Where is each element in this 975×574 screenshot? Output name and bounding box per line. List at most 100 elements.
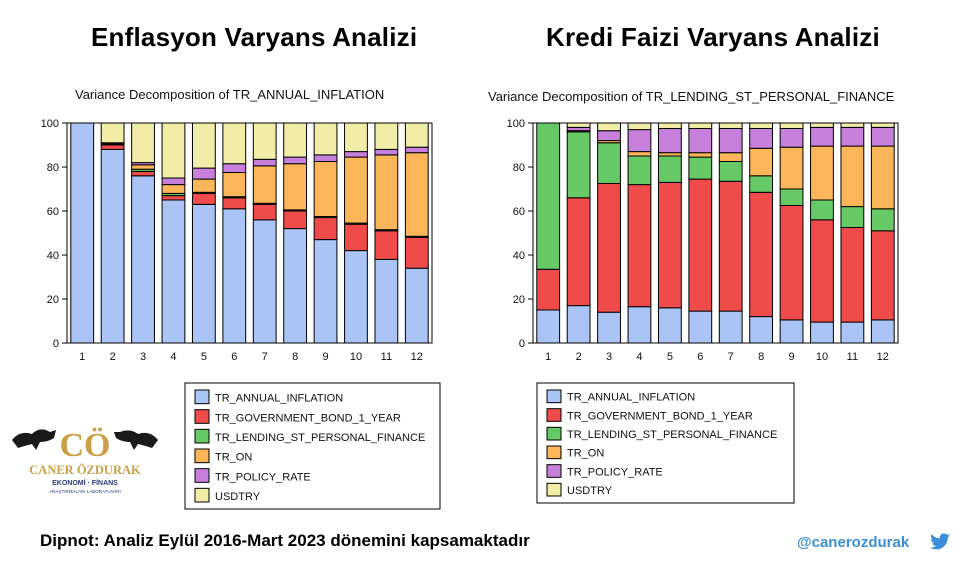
- x-tick-label: 3: [140, 351, 146, 363]
- bar-segment-tr-government-bond-1-year-9: [779, 205, 804, 321]
- bar-segment-usdtry-10: [810, 122, 834, 128]
- legend-swatch-usdtry: [546, 482, 562, 497]
- bar-segment-tr-government-bond-1-year-7: [252, 203, 277, 221]
- y-tick-label: 20: [47, 294, 59, 306]
- y-tick-label: 60: [513, 206, 525, 218]
- bar-segment-tr-government-bond-1-year-5: [657, 181, 682, 309]
- bar-segment-tr-government-bond-1-year-12: [404, 236, 429, 269]
- legend-label-tr-lending-st-personal-finance: TR_LENDING_ST_PERSONAL_FINANCE: [567, 429, 777, 441]
- bar-segment-tr-annual-inflation-4: [161, 199, 186, 344]
- y-tick-label: 40: [513, 250, 525, 262]
- bar-segment-tr-government-bond-1-year-3: [131, 170, 155, 177]
- legend-label-tr-on: TR_ON: [567, 448, 604, 460]
- y-tick-label: 0: [519, 338, 525, 350]
- x-tick-label: 1: [79, 351, 85, 363]
- x-tick-label: 4: [170, 351, 176, 363]
- plot-area: [66, 122, 433, 344]
- x-tick-label: 2: [576, 351, 582, 363]
- bar-segment-usdtry-7: [252, 122, 277, 160]
- x-tick-label: 5: [667, 351, 673, 363]
- bar-segment-tr-on-6: [688, 152, 713, 158]
- bar-segment-tr-on-9: [779, 146, 804, 190]
- bar-segment-tr-policy-rate-7: [718, 128, 743, 154]
- bar-segment-usdtry-2: [566, 122, 591, 128]
- bar-segment-tr-annual-inflation-7: [252, 219, 277, 344]
- bar-segment-tr-government-bond-1-year-10: [810, 219, 834, 323]
- bar-segment-usdtry-12: [404, 122, 429, 148]
- chart-subtitle: Variance Decomposition of TR_ANNUAL_INFL…: [75, 87, 384, 102]
- y-tick-label: 100: [507, 118, 525, 130]
- right-chart-heading: Kredi Faizi Varyans Analizi: [546, 22, 880, 52]
- bar-segment-tr-on-11: [840, 145, 865, 208]
- legend-swatch-tr-government-bond-1-year: [546, 408, 562, 422]
- legend-label-tr-annual-inflation: TR_ANNUAL_INFLATION: [215, 393, 343, 405]
- bar-segment-usdtry-11: [374, 122, 399, 150]
- x-tick-label: 2: [110, 351, 116, 363]
- x-tick-label: 6: [697, 351, 703, 363]
- bar-segment-tr-government-bond-1-year-6: [688, 178, 713, 312]
- legend-label-tr-on: TR_ON: [215, 452, 252, 464]
- bar-segment-tr-annual-inflation-2: [566, 305, 591, 344]
- bar-segment-tr-government-bond-1-year-11: [840, 227, 865, 323]
- bar-segment-tr-lending-st-personal-finance-4: [627, 155, 652, 186]
- footnote: Dipnot: Analiz Eylül 2016-Mart 2023 döne…: [40, 531, 530, 550]
- bar-segment-usdtry-11: [840, 122, 865, 128]
- twitter-bird-icon[interactable]: [929, 533, 951, 551]
- bar-segment-tr-government-bond-1-year-8: [749, 191, 774, 318]
- bar-segment-tr-on-7: [252, 165, 277, 204]
- legend-label-usdtry: USDTRY: [215, 491, 261, 503]
- bar-segment-tr-government-bond-1-year-4: [627, 184, 652, 308]
- bar-segment-tr-on-10: [344, 156, 368, 224]
- bar-segment-tr-government-bond-1-year-12: [870, 230, 895, 321]
- bull-bear-logo: CÖ CANER ÖZDURAK EKONOMİ · FİNANS ARAŞTI…: [12, 427, 158, 494]
- bar-segment-tr-lending-st-personal-finance-12: [870, 208, 895, 232]
- bar-segment-usdtry-4: [161, 122, 186, 179]
- bar-segment-tr-on-9: [313, 161, 338, 217]
- x-tick-label: 8: [758, 351, 764, 363]
- bar-segment-tr-on-6: [222, 172, 247, 198]
- bar-segment-tr-government-bond-1-year-3: [597, 183, 621, 313]
- x-tick-label: 10: [816, 351, 828, 363]
- legend-box: [184, 382, 441, 510]
- legend-label-usdtry: USDTRY: [567, 485, 613, 497]
- x-tick-label: 7: [728, 351, 734, 363]
- bar-segment-usdtry-9: [779, 122, 804, 129]
- bar-segment-tr-on-5: [191, 178, 216, 193]
- legend-label-tr-policy-rate: TR_POLICY_RATE: [567, 466, 663, 478]
- x-tick-label: 1: [545, 351, 551, 363]
- bar-segment-tr-lending-st-personal-finance-9: [779, 188, 804, 206]
- bar-segment-tr-on-11: [374, 154, 399, 231]
- bar-segment-usdtry-5: [657, 122, 682, 129]
- bar-segment-tr-annual-inflation-4: [627, 306, 652, 344]
- bar-segment-tr-policy-rate-4: [627, 129, 652, 153]
- bar-segment-tr-policy-rate-12: [404, 146, 429, 154]
- x-tick-label: 9: [322, 351, 328, 363]
- bar-segment-usdtry-10: [344, 122, 368, 153]
- twitter-handle-link[interactable]: @canerozdurak: [797, 534, 910, 551]
- bar-segment-tr-annual-inflation-3: [597, 311, 621, 344]
- bar-segment-tr-on-4: [161, 184, 186, 194]
- bar-segment-tr-annual-inflation-5: [191, 203, 216, 344]
- bar-segment-tr-annual-inflation-7: [718, 310, 743, 344]
- bar-segment-usdtry-6: [222, 122, 247, 165]
- plot-area: [532, 122, 899, 344]
- legend-label-tr-government-bond-1-year: TR_GOVERNMENT_BOND_1_YEAR: [215, 412, 401, 424]
- bar-segment-tr-annual-inflation-5: [657, 307, 682, 344]
- legend-swatch-tr-on: [194, 448, 210, 464]
- bar-segment-usdtry-9: [313, 122, 338, 156]
- bar-segment-tr-policy-rate-10: [810, 126, 834, 147]
- bar-segment-tr-on-12: [870, 145, 895, 210]
- x-tick-label: 8: [292, 351, 298, 363]
- bar-segment-tr-on-7: [718, 152, 743, 162]
- logo-monogram: CÖ: [60, 427, 111, 464]
- legend-swatch-tr-on: [546, 445, 562, 460]
- bar-segment-tr-annual-inflation-11: [374, 258, 399, 344]
- bar-segment-tr-government-bond-1-year-9: [313, 217, 338, 241]
- bar-segment-tr-lending-st-personal-finance-5: [657, 155, 682, 183]
- legend-swatch-tr-annual-inflation: [194, 389, 210, 405]
- bar-segment-tr-lending-st-personal-finance-11: [840, 206, 865, 229]
- legend-swatch-usdtry: [194, 487, 210, 503]
- legend-swatch-tr-government-bond-1-year: [194, 409, 210, 424]
- legend-label-tr-policy-rate: TR_POLICY_RATE: [215, 471, 311, 483]
- bar-segment-usdtry-7: [718, 122, 743, 129]
